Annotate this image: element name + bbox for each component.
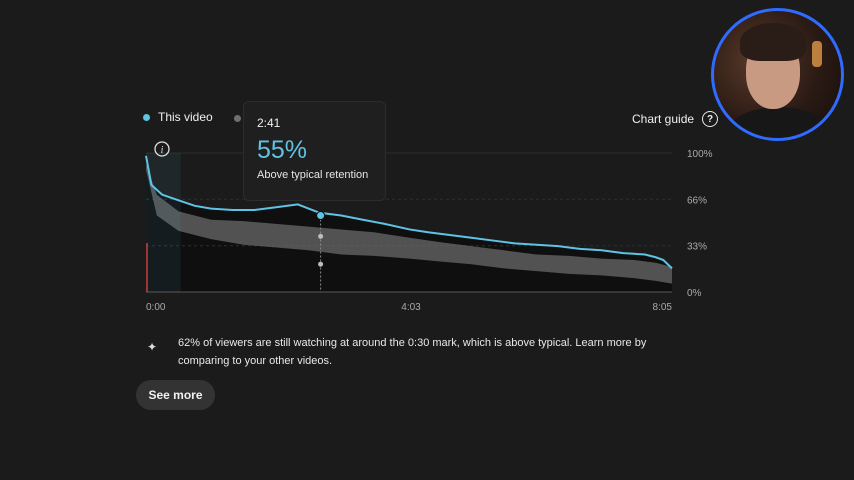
info-icon bbox=[154, 141, 170, 157]
tooltip-time: 2:41 bbox=[257, 116, 281, 130]
intro-highlight-region bbox=[146, 153, 181, 292]
webcam-overlay bbox=[711, 8, 844, 141]
webcam-lamp bbox=[812, 41, 822, 67]
typical-marker-low bbox=[318, 261, 324, 267]
this-video-line bbox=[145, 155, 673, 270]
hover-point bbox=[316, 211, 326, 221]
sparkle-icon: ✦ bbox=[147, 340, 158, 354]
legend-label: This video bbox=[158, 110, 213, 124]
x-tick-label: 0:00 bbox=[146, 302, 166, 313]
see-more-button[interactable]: See more bbox=[136, 380, 215, 410]
tooltip-description: Above typical retention bbox=[257, 169, 369, 181]
help-circle-icon[interactable]: ? bbox=[702, 111, 719, 127]
x-tick-label: 4:03 bbox=[401, 302, 421, 313]
y-tick-label: 33% bbox=[687, 242, 707, 253]
tooltip-value: 55% bbox=[257, 136, 308, 164]
insight-text: 62% of viewers are still watching at aro… bbox=[178, 337, 647, 367]
legend: This video bbox=[143, 110, 213, 124]
info-icon-glyph: i bbox=[161, 145, 164, 156]
chart-guide-label: Chart guide bbox=[632, 112, 695, 126]
webcam-hair bbox=[740, 23, 806, 61]
legend-dot-typical bbox=[234, 115, 241, 122]
legend-dot bbox=[143, 113, 150, 121]
y-tick-label: 0% bbox=[687, 288, 702, 299]
typical-retention-band bbox=[146, 164, 672, 284]
webcam-body bbox=[724, 107, 834, 138]
y-tick-label: 100% bbox=[687, 149, 713, 160]
typical-marker-mid bbox=[318, 233, 324, 239]
retention-tooltip: 2:41 55% Above typical retention bbox=[243, 101, 386, 201]
y-tick-label: 66% bbox=[687, 195, 707, 206]
x-tick-label: 8:05 bbox=[653, 302, 673, 313]
chart-guide-link[interactable]: Chart guide ? bbox=[632, 111, 719, 127]
